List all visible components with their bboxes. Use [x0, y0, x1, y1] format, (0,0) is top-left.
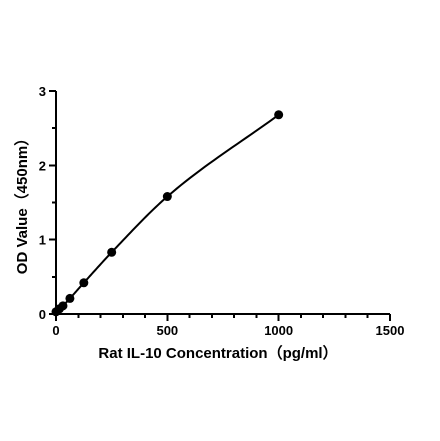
y-tick-label: 2 [39, 158, 46, 173]
x-axis-title: Rat IL-10 Concentration（pg/ml） [98, 344, 337, 362]
x-axis-ticks: 0 500 1000 1500 [52, 314, 404, 338]
x-tick-label: 0 [52, 323, 59, 338]
data-point [79, 278, 89, 288]
y-axis-title: OD Value（450nm） [13, 131, 31, 274]
x-tick-label: 500 [156, 323, 178, 338]
axes [55, 91, 390, 315]
data-point [274, 110, 284, 120]
data-point [107, 247, 117, 257]
y-tick-label: 1 [39, 233, 46, 248]
y-tick-label: 0 [39, 307, 46, 322]
y-axis-ticks: 0 1 2 3 [39, 84, 56, 322]
x-tick-label: 1000 [264, 323, 293, 338]
data-point [162, 192, 172, 202]
data-point [65, 293, 75, 303]
x-tick-label: 1500 [376, 323, 405, 338]
fitted-curve [55, 113, 280, 313]
data-points [51, 110, 284, 317]
y-tick-label: 3 [39, 84, 46, 99]
data-point [58, 301, 68, 311]
